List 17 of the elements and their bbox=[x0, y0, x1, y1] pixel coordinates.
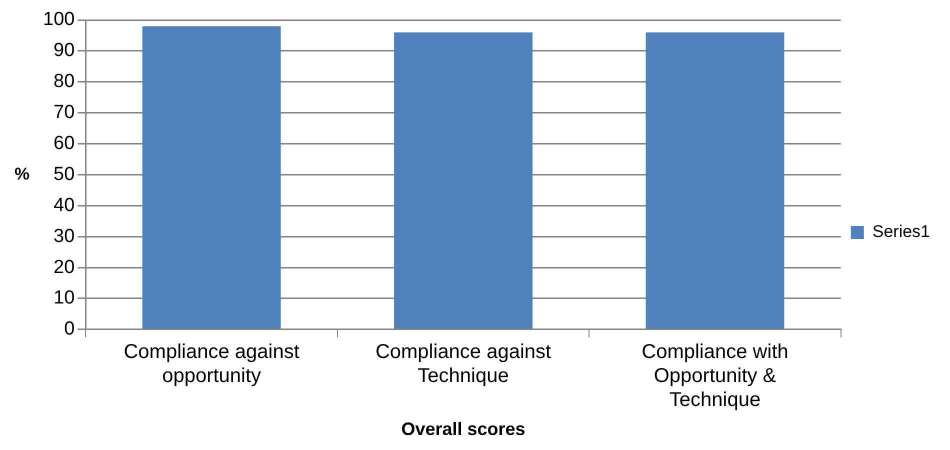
x-tick-label: Compliance with Opportunity & Technique bbox=[642, 340, 788, 411]
y-tick-label: 60 bbox=[54, 132, 75, 154]
y-tick-label: 40 bbox=[54, 194, 75, 216]
legend-label: Series1 bbox=[872, 222, 930, 242]
x-tick-label: Compliance against opportunity bbox=[124, 340, 300, 387]
y-tick-label: 20 bbox=[54, 256, 75, 278]
y-tick-label: 10 bbox=[54, 288, 75, 309]
y-tick-label: 70 bbox=[54, 102, 75, 124]
y-tick-label: 80 bbox=[54, 71, 75, 92]
x-axis-title: Overall scores bbox=[401, 419, 526, 440]
y-tick-label: 30 bbox=[54, 226, 75, 247]
y-tick-label: 100 bbox=[43, 9, 75, 30]
y-tick-label: 50 bbox=[54, 164, 75, 185]
x-tick-label: Compliance against Technique bbox=[375, 340, 552, 387]
y-tick-label: 90 bbox=[54, 40, 75, 62]
y-tick-label: 0 bbox=[64, 318, 75, 340]
y-axis-title: % bbox=[14, 164, 30, 184]
